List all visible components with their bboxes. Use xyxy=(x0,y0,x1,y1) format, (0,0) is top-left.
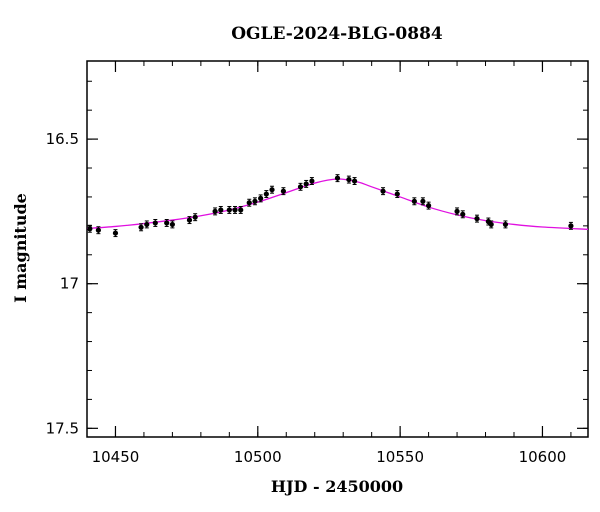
point-marker xyxy=(346,176,352,183)
point-marker xyxy=(164,220,170,226)
point-marker xyxy=(280,188,287,194)
data-point xyxy=(95,226,101,235)
point-marker xyxy=(263,191,269,197)
point-marker xyxy=(334,175,341,181)
y-tick-label: 17 xyxy=(60,275,79,293)
point-marker xyxy=(502,221,509,228)
point-marker xyxy=(212,208,218,214)
data-point xyxy=(218,205,224,214)
data-point xyxy=(303,179,309,188)
point-marker xyxy=(269,187,275,193)
point-marker xyxy=(425,203,432,209)
point-marker xyxy=(112,230,119,236)
plot-area: 10450 10500 10550 10600 16.5 17 17.5 xyxy=(46,60,589,466)
data-point xyxy=(246,198,252,207)
data-point xyxy=(309,177,315,186)
x-tick-labels: 10450 10500 10550 10600 xyxy=(92,448,567,466)
x-tick-label: 10600 xyxy=(519,448,567,466)
model-curve xyxy=(86,178,589,230)
data-point xyxy=(164,218,170,227)
data-point xyxy=(474,214,480,223)
point-marker xyxy=(568,223,574,229)
point-marker xyxy=(258,195,264,201)
y-tick-labels: 16.5 17 17.5 xyxy=(46,130,79,437)
point-marker xyxy=(351,178,358,184)
major-ticks xyxy=(87,61,588,437)
data-point xyxy=(252,197,258,206)
data-point xyxy=(420,197,426,206)
point-marker xyxy=(95,227,101,233)
x-tick-label: 10550 xyxy=(376,448,424,466)
point-marker xyxy=(152,220,158,226)
point-marker xyxy=(394,191,400,197)
x-tick-label: 10450 xyxy=(92,448,140,466)
data-point xyxy=(460,210,466,219)
data-point xyxy=(238,205,244,214)
point-marker xyxy=(297,184,304,190)
point-marker xyxy=(238,207,244,213)
data-point xyxy=(488,220,494,229)
x-axis-label: HJD - 2450000 xyxy=(271,477,403,496)
data-point xyxy=(394,190,400,199)
data-point xyxy=(112,229,119,238)
data-point xyxy=(502,220,509,229)
y-tick-label: 17.5 xyxy=(46,419,79,437)
data-point xyxy=(87,224,93,233)
point-marker xyxy=(246,200,252,206)
data-point xyxy=(411,197,417,206)
data-point xyxy=(380,187,386,196)
point-marker xyxy=(232,207,238,213)
y-axis-label: I magnitude xyxy=(11,193,30,303)
point-marker xyxy=(218,207,224,213)
point-marker xyxy=(144,221,150,228)
data-point xyxy=(297,182,304,191)
point-marker xyxy=(192,214,198,220)
data-point xyxy=(269,185,275,194)
data-point xyxy=(232,205,238,214)
data-points xyxy=(87,174,574,238)
point-marker xyxy=(138,224,144,230)
data-point xyxy=(258,194,264,203)
data-point xyxy=(226,205,232,214)
point-marker xyxy=(252,198,258,204)
data-point xyxy=(351,177,358,186)
data-point xyxy=(152,218,158,227)
plot-frame xyxy=(86,60,589,438)
point-marker xyxy=(488,221,494,228)
point-marker xyxy=(420,198,426,204)
point-marker xyxy=(474,216,480,222)
minor-ticks xyxy=(86,61,588,437)
data-point xyxy=(263,190,269,199)
point-marker xyxy=(460,211,466,217)
x-tick-label: 10500 xyxy=(234,448,282,466)
data-point xyxy=(346,175,352,184)
point-marker xyxy=(454,208,460,214)
data-point xyxy=(186,216,193,225)
data-point xyxy=(280,187,287,196)
point-marker xyxy=(411,198,417,204)
point-marker xyxy=(186,217,193,223)
data-point xyxy=(568,221,574,230)
data-point xyxy=(192,213,198,222)
data-point xyxy=(334,174,341,183)
point-marker xyxy=(226,207,232,213)
data-point xyxy=(144,220,150,229)
data-point xyxy=(425,201,432,210)
data-point xyxy=(138,223,144,232)
point-marker xyxy=(87,226,93,232)
point-marker xyxy=(303,181,309,187)
point-marker xyxy=(309,178,315,184)
data-point xyxy=(212,207,218,216)
point-marker xyxy=(169,221,175,228)
data-point xyxy=(454,207,460,216)
point-marker xyxy=(380,188,386,194)
data-point xyxy=(169,220,175,229)
chart-title: OGLE-2024-BLG-0884 xyxy=(231,24,443,44)
y-tick-label: 16.5 xyxy=(46,130,79,148)
